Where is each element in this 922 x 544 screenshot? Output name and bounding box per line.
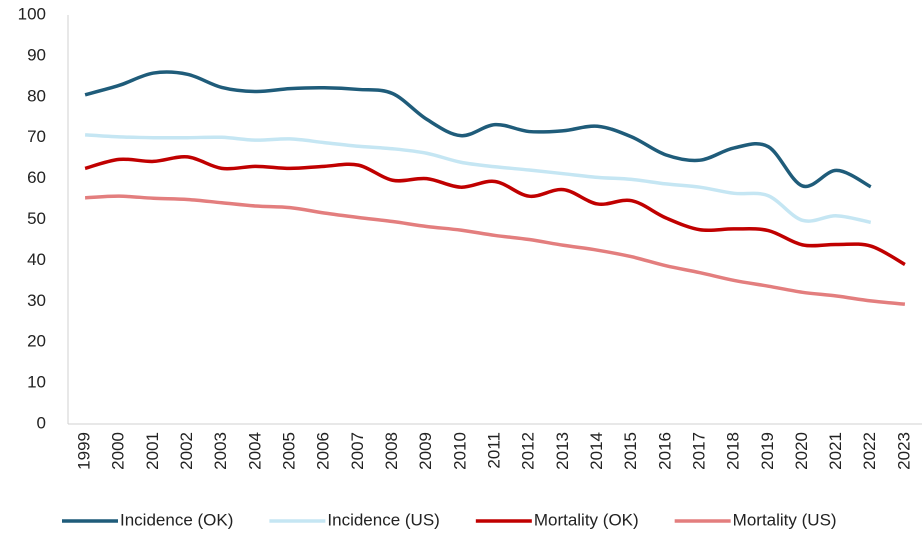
x-tick-label: 2023 <box>894 432 913 470</box>
y-tick-label: 40 <box>27 250 46 269</box>
series-line <box>84 194 906 306</box>
x-tick-label: 2017 <box>689 432 708 470</box>
y-tick-label: 60 <box>27 168 46 187</box>
x-tick-label: 2004 <box>245 432 264 470</box>
legend-label: Mortality (US) <box>733 510 837 529</box>
x-tick-label: 2015 <box>621 432 640 470</box>
series-line <box>84 133 872 225</box>
x-tick-label: 2018 <box>724 432 743 470</box>
series-line <box>84 70 872 189</box>
x-tick-label: 2014 <box>587 432 606 470</box>
y-tick-label: 80 <box>27 86 46 105</box>
x-tick-label: 2005 <box>280 432 299 470</box>
y-tick-label: 50 <box>27 209 46 228</box>
x-tick-label: 2000 <box>109 432 128 470</box>
y-tick-label: 0 <box>37 413 46 432</box>
x-tick-label: 2021 <box>826 432 845 470</box>
x-tick-label: 2010 <box>450 432 469 470</box>
x-tick-label: 2006 <box>314 432 333 470</box>
x-tick-label: 2020 <box>792 432 811 470</box>
x-tick-label: 2016 <box>655 432 674 470</box>
x-tick-label: 2001 <box>143 432 162 470</box>
x-tick-label: 2008 <box>382 432 401 470</box>
legend-label: Mortality (OK) <box>534 510 639 529</box>
legend-label: Incidence (OK) <box>120 510 233 529</box>
x-tick-label: 2002 <box>177 432 196 470</box>
x-tick-label: 2009 <box>416 432 435 470</box>
x-tick-label: 2003 <box>211 432 230 470</box>
x-tick-label: 1999 <box>75 432 94 470</box>
y-tick-label: 10 <box>27 373 46 392</box>
legend-label: Incidence (US) <box>327 510 439 529</box>
series-line <box>84 155 906 267</box>
x-tick-label: 2011 <box>484 432 503 469</box>
x-tick-label: 2013 <box>553 432 572 470</box>
x-tick-label: 2022 <box>860 432 879 470</box>
y-tick-label: 20 <box>27 332 46 351</box>
x-tick-label: 2012 <box>519 432 538 470</box>
x-tick-label: 2007 <box>348 432 367 470</box>
x-tick-label: 2019 <box>758 432 777 470</box>
y-tick-label: 70 <box>27 127 46 146</box>
y-tick-label: 100 <box>18 4 46 23</box>
y-tick-label: 30 <box>27 291 46 310</box>
y-tick-label: 90 <box>27 45 46 64</box>
